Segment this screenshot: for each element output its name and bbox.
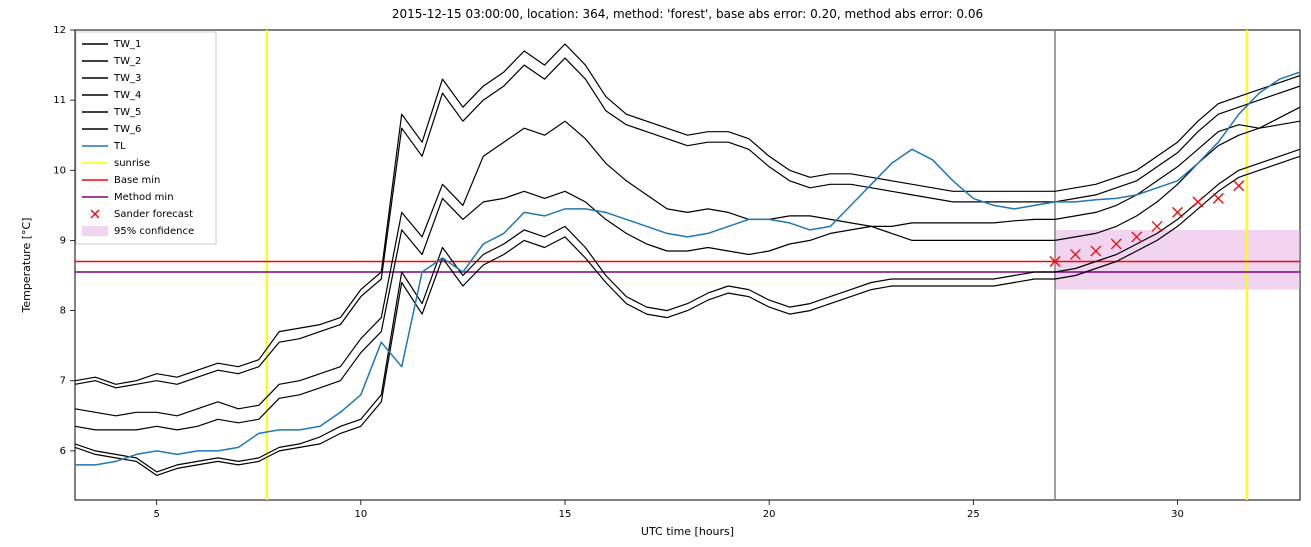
y-tick-label: 10 bbox=[53, 165, 66, 176]
legend-label: 95% confidence bbox=[114, 226, 194, 237]
legend-label: TW_4 bbox=[113, 90, 141, 101]
legend-label: Sander forecast bbox=[114, 209, 193, 220]
x-tick-label: 20 bbox=[763, 509, 776, 520]
x-tick-label: 15 bbox=[559, 509, 572, 520]
y-tick-label: 11 bbox=[53, 95, 66, 106]
x-axis-label: UTC time [hours] bbox=[641, 525, 734, 538]
y-tick-label: 9 bbox=[60, 235, 66, 246]
legend-label: Method min bbox=[114, 192, 174, 203]
y-tick-label: 12 bbox=[53, 25, 66, 36]
y-tick-label: 7 bbox=[60, 376, 66, 387]
legend-label: TW_6 bbox=[113, 124, 141, 135]
x-tick-label: 10 bbox=[354, 509, 367, 520]
y-axis-label: Temperature [°C] bbox=[20, 218, 33, 314]
temperature-timeseries-chart: 5 10 15 20 25 30 6 7 8 9 10 11 12 UTC time [hours] Tem… bbox=[0, 0, 1311, 547]
legend-label: TW_5 bbox=[113, 107, 141, 118]
x-tick-label: 30 bbox=[1171, 509, 1184, 520]
legend-label: TW_3 bbox=[113, 73, 141, 84]
legend-swatch bbox=[82, 226, 108, 236]
y-tick-label: 8 bbox=[60, 306, 66, 317]
chart-container: 5 10 15 20 25 30 6 7 8 9 10 11 12 UTC time [hours] Tem… bbox=[0, 0, 1311, 547]
legend-label: Base min bbox=[114, 175, 160, 186]
legend-label: TW_2 bbox=[113, 56, 141, 67]
confidence-band bbox=[1055, 230, 1300, 290]
chart-title: 2015-12-15 03:00:00, location: 364, meth… bbox=[392, 7, 983, 21]
x-tick-label: 25 bbox=[967, 509, 980, 520]
x-tick-label: 5 bbox=[153, 509, 159, 520]
legend-label: sunrise bbox=[114, 158, 150, 169]
legend-label: TL bbox=[113, 141, 126, 152]
legend-label: TW_1 bbox=[113, 39, 141, 50]
y-tick-label: 6 bbox=[60, 446, 66, 457]
